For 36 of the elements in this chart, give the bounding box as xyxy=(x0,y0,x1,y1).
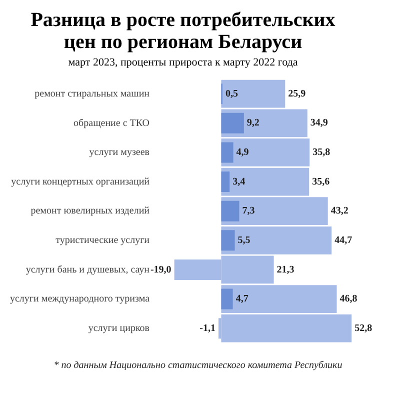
bar xyxy=(221,200,240,222)
y-tick-label: услуги музеев xyxy=(89,147,150,158)
data-label: 5,5 xyxy=(238,234,250,246)
text: * по данным Национально статистического комитета Республики xyxy=(52,360,344,371)
data-label: 3,4 xyxy=(232,176,246,188)
y-tick-label: услуги концертных организаций xyxy=(11,176,150,188)
data-label: 46,8 xyxy=(340,294,358,305)
data-label: 7,3 xyxy=(242,206,255,217)
y-tick-label: обращение с ТКО xyxy=(74,118,150,129)
y-tick-label: ремонт ювелирных изделий xyxy=(30,206,150,217)
bar xyxy=(221,142,234,163)
y-tick-label: услуги цирков xyxy=(88,322,150,334)
y-tick-label: ремонт стиральных машин xyxy=(34,88,150,100)
data-label: 21,3 xyxy=(276,264,294,276)
data-label: 35,6 xyxy=(312,176,330,188)
data-label: 43,2 xyxy=(330,206,348,217)
data-label: 9,2 xyxy=(246,118,260,129)
data-label: -1,1 xyxy=(200,322,216,334)
data-label: 52,8 xyxy=(354,322,372,334)
y-tick-label: услуги международного туризма xyxy=(10,294,150,305)
data-label: 4,9 xyxy=(236,147,249,158)
chart-subtitle: март 2023, проценты прироста к марту 2022 года xyxy=(68,56,298,68)
y-tick-label: услуги бань и душевых, саун xyxy=(26,264,150,276)
data-label: 35,8 xyxy=(312,147,330,158)
data-label: 0,5 xyxy=(225,88,238,100)
data-label: -19,0 xyxy=(150,264,172,276)
data-label: 4,7 xyxy=(236,294,248,305)
bar xyxy=(221,288,233,310)
data-label: 44,7 xyxy=(334,234,352,246)
bar xyxy=(221,172,230,192)
bar xyxy=(221,112,244,134)
data-label: 25,9 xyxy=(288,88,306,100)
data-label: 34,9 xyxy=(310,118,328,129)
bar xyxy=(221,230,235,251)
y-tick-label: туристические услуги xyxy=(56,235,150,246)
chart-title: Разница в росте потребительских цен по регионам Беларуси xyxy=(30,9,336,54)
